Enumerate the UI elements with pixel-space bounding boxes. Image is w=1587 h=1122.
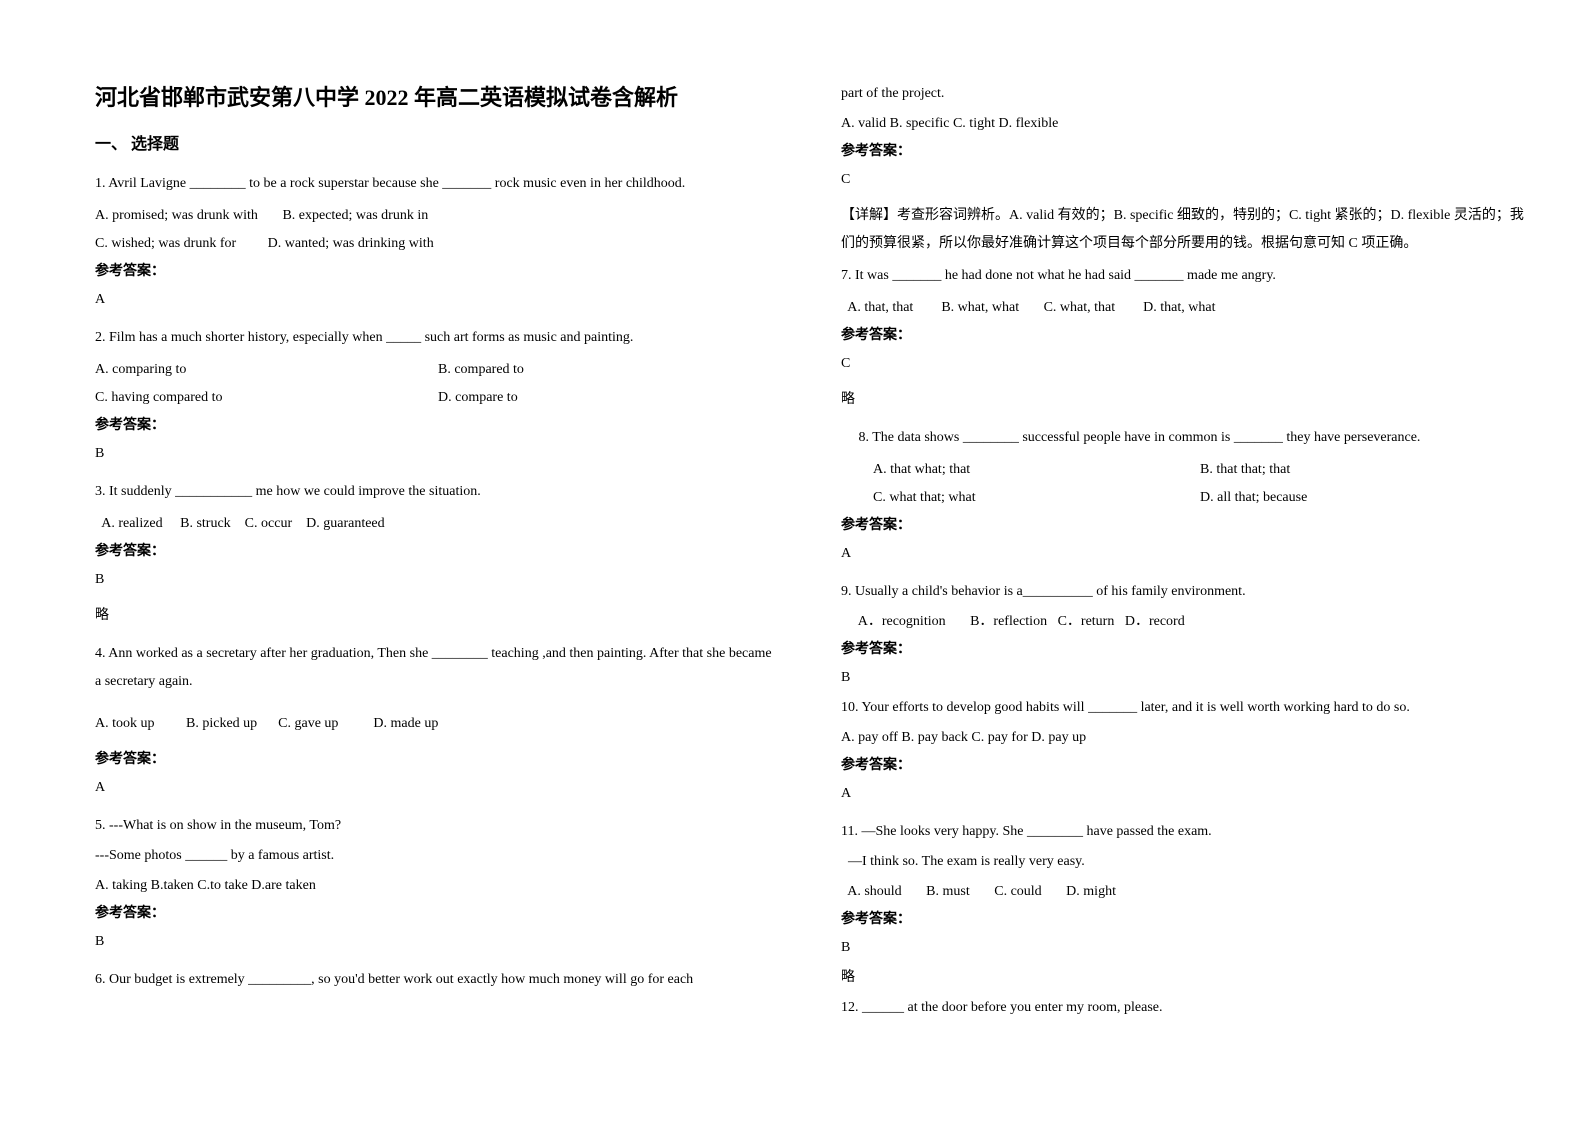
q11-answer: B (841, 934, 1527, 962)
q8-options-row2: C. what that; what D. all that; because (841, 484, 1527, 512)
section-header: 一、 选择题 (95, 130, 781, 154)
q2-answer-label: 参考答案： (95, 412, 781, 440)
q2-options-row2: C. having compared to D. compare to (95, 384, 781, 412)
q9-options: A．recognition B．reflection C．return D．re… (841, 608, 1527, 636)
q3-text: 3. It suddenly ___________ me how we cou… (95, 478, 781, 506)
q1-text: 1. Avril Lavigne ________ to be a rock s… (95, 170, 781, 198)
q9-text: 9. Usually a child's behavior is a______… (841, 578, 1527, 606)
q5-text2: ---Some photos ______ by a famous artist… (95, 842, 781, 870)
q8-optA: A. that what; that (873, 456, 1200, 484)
right-column: part of the project. A. valid B. specifi… (841, 80, 1527, 1082)
q8-answer: A (841, 540, 1527, 568)
q8-optB: B. that that; that (1200, 456, 1527, 484)
q2-optA: A. comparing to (95, 356, 438, 384)
q12-text: 12. ______ at the door before you enter … (841, 994, 1527, 1022)
q9-answer: B (841, 664, 1527, 692)
q8-answer-label: 参考答案： (841, 512, 1527, 540)
q6-options: A. valid B. specific C. tight D. flexibl… (841, 110, 1527, 138)
q10-answer: A (841, 780, 1527, 808)
q1-optD: D. wanted; was drinking with (268, 236, 434, 251)
q1-options-row2: C. wished; was drunk for D. wanted; was … (95, 230, 781, 258)
q10-answer-label: 参考答案： (841, 752, 1527, 780)
q4-answer: A (95, 774, 781, 802)
q5-answer: B (95, 928, 781, 956)
q5-text1: 5. ---What is on show in the museum, Tom… (95, 812, 781, 840)
q6-answer: C (841, 166, 1527, 194)
q8-text: 8. The data shows ________ successful pe… (841, 424, 1527, 452)
q7-options: A. that, that B. what, what C. what, tha… (841, 294, 1527, 322)
q2-optB: B. compared to (438, 356, 781, 384)
q5-options: A. taking B.taken C.to take D.are taken (95, 872, 781, 900)
q5-answer-label: 参考答案： (95, 900, 781, 928)
q3-answer: B (95, 566, 781, 594)
q7-answer: C (841, 350, 1527, 378)
q4-options: A. took up B. picked up C. gave up D. ma… (95, 710, 781, 738)
q1-answer-label: 参考答案： (95, 258, 781, 286)
q6-explain: 【详解】考查形容词辨析。A. valid 有效的；B. specific 细致的… (841, 202, 1527, 258)
q2-options-row1: A. comparing to B. compared to (95, 356, 781, 384)
q2-text: 2. Film has a much shorter history, espe… (95, 324, 781, 352)
q11-note: 略 (841, 964, 1527, 992)
q1-answer: A (95, 286, 781, 314)
q1-optC: C. wished; was drunk for (95, 236, 236, 251)
document-title: 河北省邯郸市武安第八中学 2022 年高二英语模拟试卷含解析 (95, 80, 781, 112)
q7-text: 7. It was _______ he had done not what h… (841, 262, 1527, 290)
q8-optD: D. all that; because (1200, 484, 1527, 512)
left-column: 河北省邯郸市武安第八中学 2022 年高二英语模拟试卷含解析 一、 选择题 1.… (95, 80, 781, 1082)
q1-optB: B. expected; was drunk in (282, 208, 428, 223)
q1-optA: A. promised; was drunk with (95, 208, 258, 223)
q8-options-row1: A. that what; that B. that that; that (841, 456, 1527, 484)
q7-answer-label: 参考答案： (841, 322, 1527, 350)
q11-options: A. should B. must C. could D. might (841, 878, 1527, 906)
q2-optC: C. having compared to (95, 384, 438, 412)
q8-optC: C. what that; what (873, 484, 1200, 512)
q10-text: 10. Your efforts to develop good habits … (841, 694, 1527, 722)
q4-text: 4. Ann worked as a secretary after her g… (95, 640, 781, 696)
q11-text1: 11. —She looks very happy. She ________ … (841, 818, 1527, 846)
q3-answer-label: 参考答案： (95, 538, 781, 566)
q2-answer: B (95, 440, 781, 468)
q1-options-row1: A. promised; was drunk with B. expected;… (95, 202, 781, 230)
q4-answer-label: 参考答案： (95, 746, 781, 774)
q3-note: 略 (95, 602, 781, 630)
q11-text2: —I think so. The exam is really very eas… (841, 848, 1527, 876)
q6-answer-label: 参考答案： (841, 138, 1527, 166)
q9-answer-label: 参考答案： (841, 636, 1527, 664)
q10-options: A. pay off B. pay back C. pay for D. pay… (841, 724, 1527, 752)
q6-text: 6. Our budget is extremely _________, so… (95, 966, 781, 994)
q3-options: A. realized B. struck C. occur D. guaran… (95, 510, 781, 538)
two-column-layout: 河北省邯郸市武安第八中学 2022 年高二英语模拟试卷含解析 一、 选择题 1.… (95, 80, 1527, 1082)
q7-note: 略 (841, 386, 1527, 414)
q11-answer-label: 参考答案： (841, 906, 1527, 934)
q6-cont-text: part of the project. (841, 80, 1527, 108)
q2-optD: D. compare to (438, 384, 781, 412)
